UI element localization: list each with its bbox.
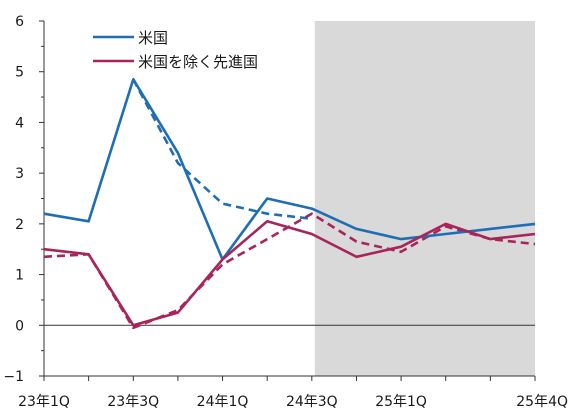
series-line-1-dashed — [132, 78, 312, 221]
y-tick-label: 5 — [15, 65, 24, 81]
x-tick-label: 24年3Q — [286, 394, 338, 410]
y-tick-label: 2 — [15, 217, 24, 233]
x-tick-label: 25年1Q — [375, 394, 427, 410]
series-line-0-solid — [43, 78, 536, 261]
y-tick-label: 0 — [15, 318, 24, 334]
y-tick-label: 1 — [15, 268, 24, 284]
forecast-shading — [314, 21, 535, 376]
y-tick-label: 4 — [15, 115, 24, 131]
y-tick-label: 3 — [15, 166, 24, 182]
y-tick-label: −1 — [3, 369, 24, 385]
legend-label: 米国を除く先進国 — [138, 53, 258, 71]
x-tick-label: 25年4Q — [516, 394, 568, 410]
x-tick-label: 23年3Q — [107, 394, 159, 410]
legend-label: 米国 — [138, 29, 168, 47]
x-tick-label: 24年1Q — [197, 394, 249, 410]
x-tick-label: 23年1Q — [18, 394, 70, 410]
series-line-2-solid — [43, 220, 536, 327]
y-tick-label: 6 — [15, 14, 24, 30]
